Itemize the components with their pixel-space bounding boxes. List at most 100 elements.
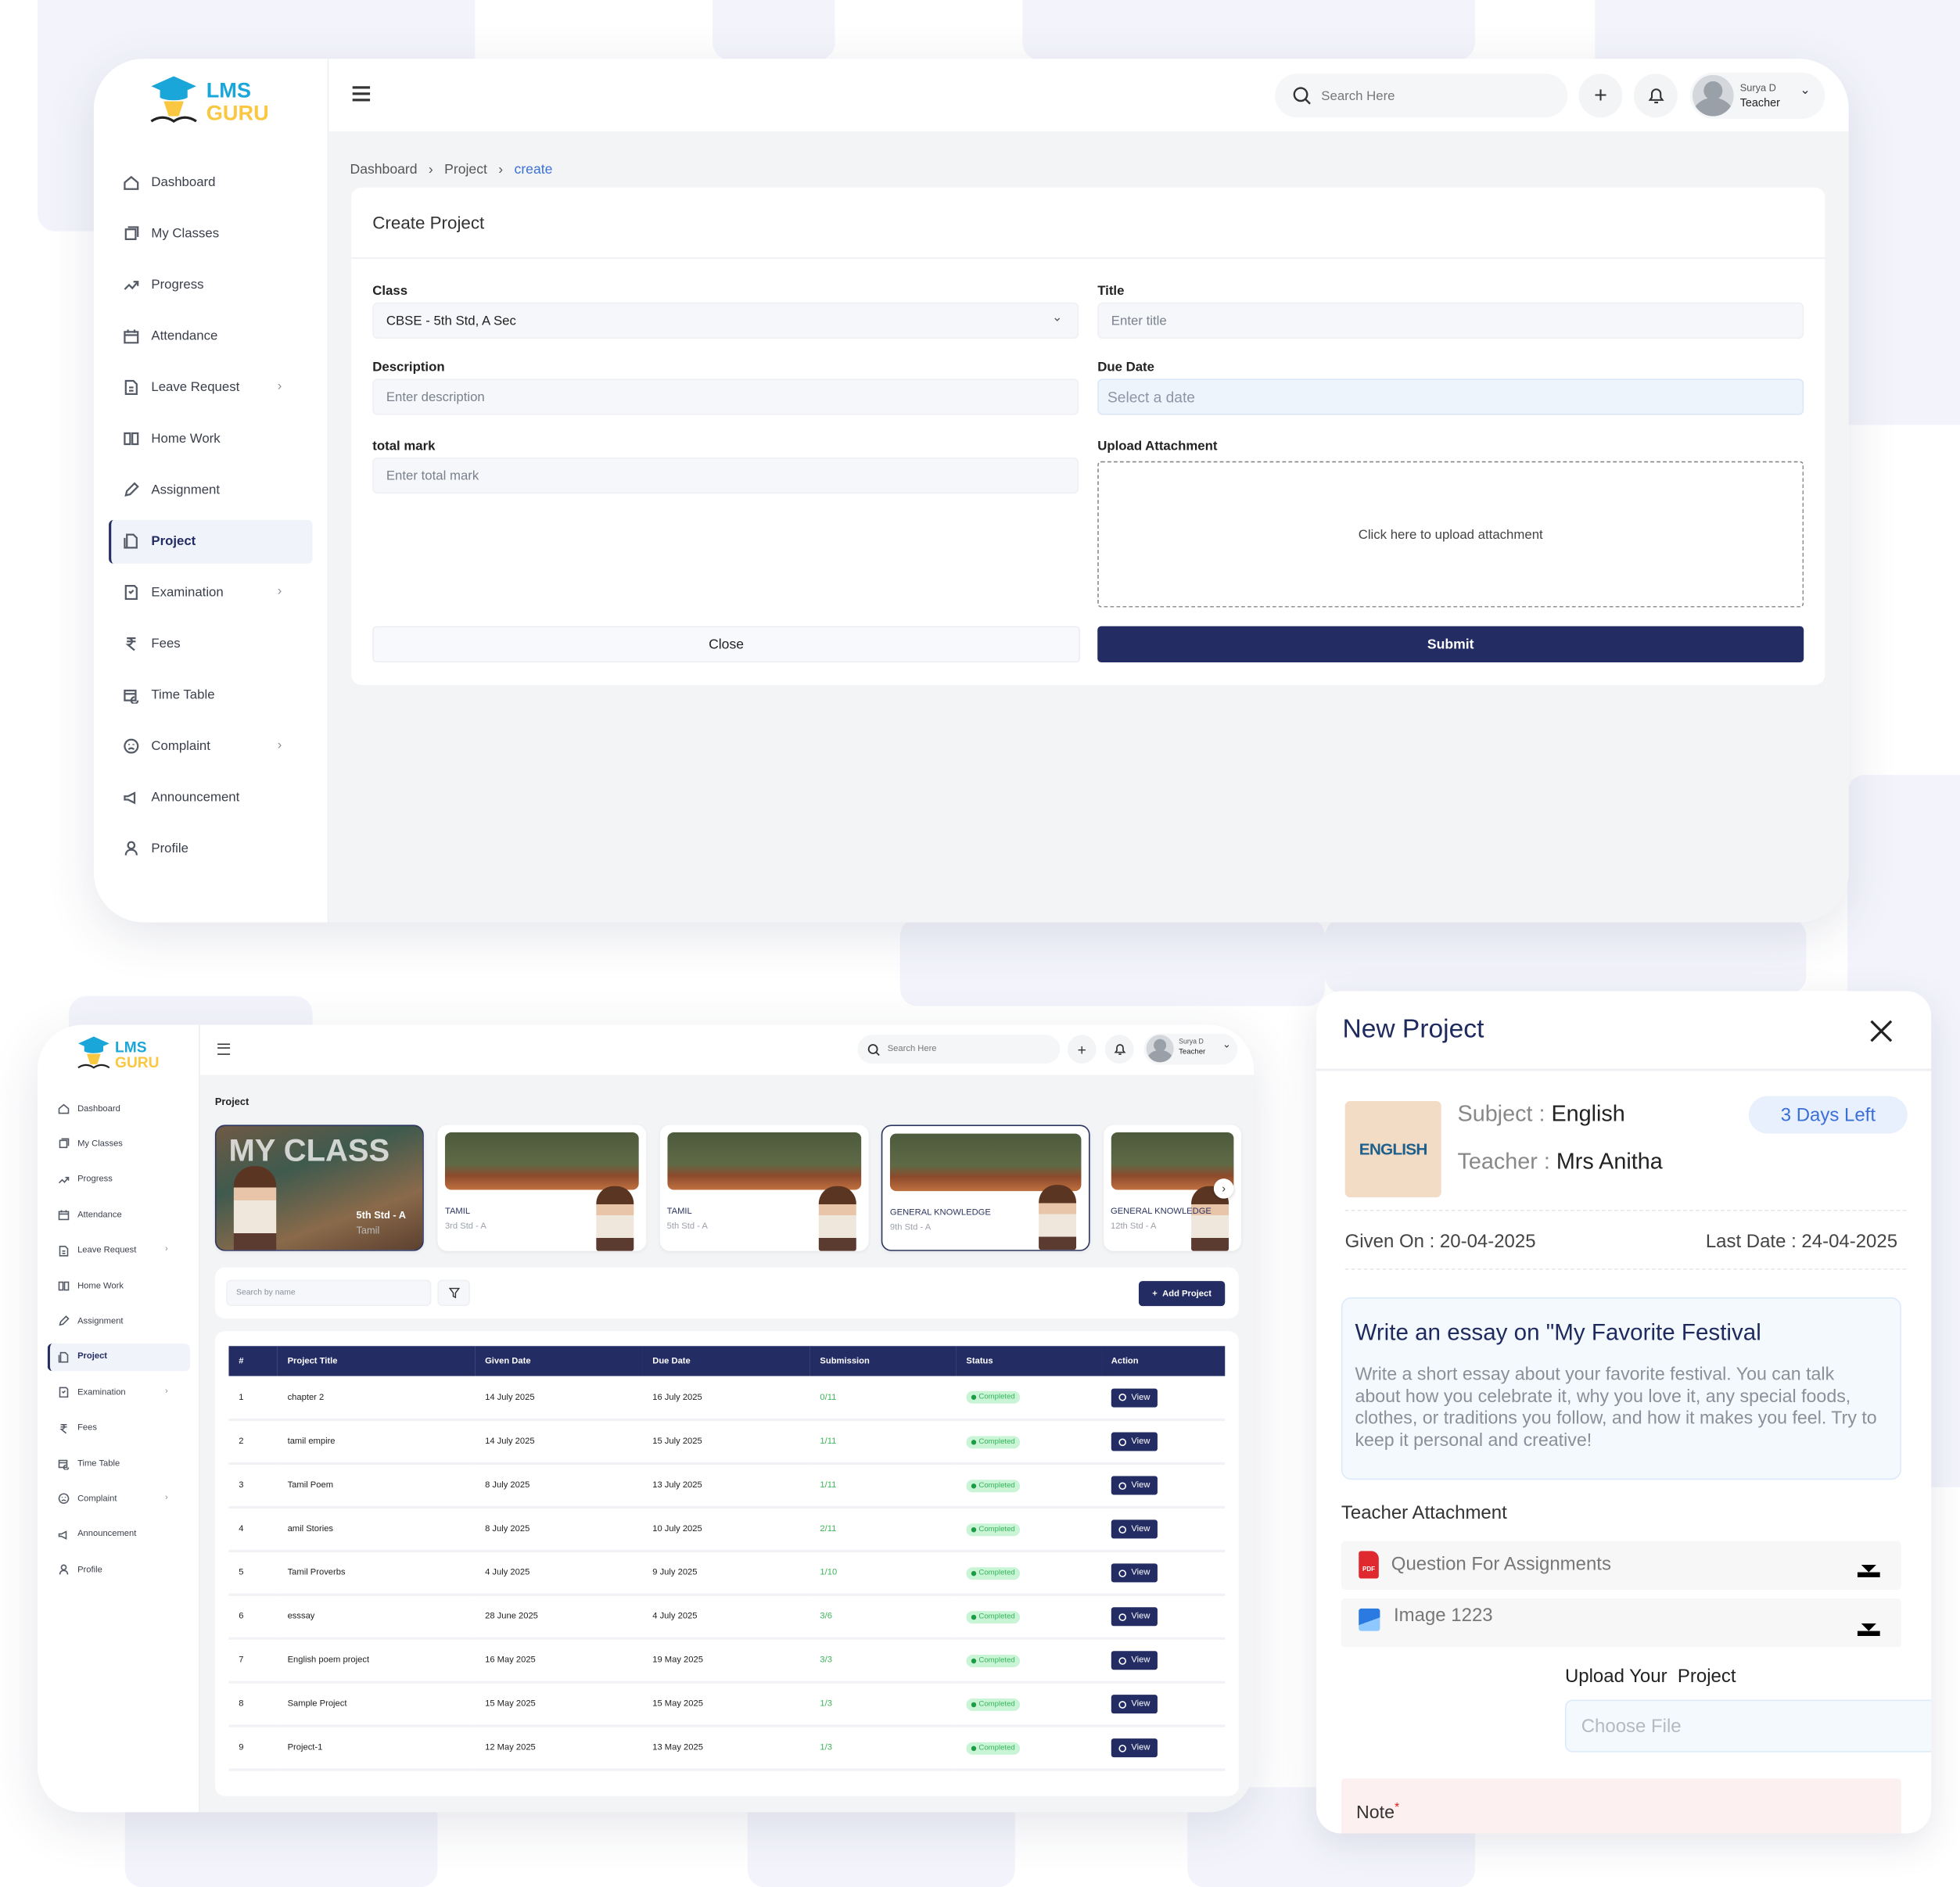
sidebar-item-profile[interactable]: Profile [48, 1556, 190, 1584]
row-number: 3 [239, 1480, 244, 1491]
status: Completed [957, 1507, 1101, 1551]
row-number: 6 [239, 1612, 244, 1621]
view-button[interactable]: View [1111, 1607, 1158, 1627]
breadcrumb-project[interactable]: Project [444, 162, 487, 178]
view-button[interactable]: View [1111, 1738, 1158, 1758]
class-select[interactable]: CBSE - 5th Std, A Sec ⌄ [372, 302, 1079, 339]
project-title: esssay [287, 1612, 315, 1621]
total-mark-input[interactable]: Enter total mark [372, 457, 1079, 494]
close-icon[interactable] [1868, 1019, 1894, 1044]
sidebar-item-fees[interactable]: Fees [109, 622, 313, 665]
sidebar-item-time-table[interactable]: Time Table [48, 1450, 190, 1477]
download-icon[interactable] [1855, 1550, 1883, 1580]
sidebar-item-examination[interactable]: Examination › [48, 1379, 190, 1406]
view-button[interactable]: View [1111, 1432, 1158, 1451]
row-number: 5 [239, 1568, 244, 1577]
due-date: 13 July 2025 [652, 1480, 702, 1491]
sidebar-item-label: Attendance [151, 328, 218, 344]
close-button[interactable]: Close [372, 626, 1080, 663]
sidebar-item-time-table[interactable]: Time Table [109, 673, 313, 717]
task-description: Write a short essay about your favorite … [1355, 1365, 1877, 1451]
hamburger-menu-icon[interactable] [352, 86, 371, 102]
note-label: Note [1356, 1803, 1395, 1824]
class-card[interactable]: TAMIL 3rd Std - A [437, 1125, 647, 1251]
view-button[interactable]: View [1111, 1387, 1158, 1407]
search-input[interactable]: Search Here [1275, 74, 1568, 118]
class-card[interactable]: TAMIL 5th Std - A [659, 1125, 868, 1251]
view-button[interactable]: View [1111, 1695, 1158, 1714]
sidebar-item-dashboard[interactable]: Dashboard [109, 160, 313, 204]
panel-title: New Project [1342, 1014, 1484, 1044]
status-badge: Completed [966, 1610, 1021, 1623]
sidebar-item-my-classes[interactable]: My Classes [48, 1130, 190, 1157]
sidebar-item-announcement[interactable]: Announcement [109, 776, 313, 820]
filter-button[interactable] [437, 1279, 470, 1307]
sidebar-item-assignment[interactable]: Assignment [109, 468, 313, 512]
due-date-input[interactable]: Select a date [1097, 378, 1804, 415]
description-label: Description [372, 360, 445, 375]
upload-project-label: Upload Your Project [1564, 1666, 1736, 1688]
class-card-class: 12th Std - A [1111, 1222, 1157, 1232]
project-title: Tamil Proverbs [287, 1568, 346, 1577]
view-button[interactable]: View [1111, 1476, 1158, 1495]
sidebar-item-home-work[interactable]: Home Work [48, 1272, 190, 1300]
sidebar-item-leave-request[interactable]: Leave Request › [109, 365, 313, 409]
download-icon[interactable] [1855, 1609, 1883, 1638]
breadcrumb-dashboard[interactable]: Dashboard [350, 162, 418, 178]
search-placeholder: Search Here [887, 1045, 937, 1054]
sidebar-item-home-work[interactable]: Home Work [109, 417, 313, 461]
sidebar-item-complaint[interactable]: Complaint › [48, 1485, 190, 1512]
attachment-row[interactable]: Image 1223 [1341, 1598, 1901, 1648]
next-arrow-button[interactable]: › [1213, 1178, 1234, 1199]
sidebar-item-project[interactable]: Project [109, 519, 313, 563]
sidebar-item-my-classes[interactable]: My Classes [109, 212, 313, 256]
description-input[interactable]: Enter description [372, 378, 1079, 415]
sidebar-item-fees[interactable]: Fees [48, 1415, 190, 1442]
complaint-icon [124, 738, 139, 754]
upload-dropzone[interactable]: Click here to upload attachment [1097, 461, 1804, 608]
featured-class-card[interactable]: MY CLASS 5th Std - A Tamil [214, 1125, 424, 1251]
sidebar-item-label: Examination [77, 1388, 126, 1397]
notification-bell-icon[interactable] [1633, 74, 1678, 118]
search-by-name-input[interactable]: Search by name [226, 1279, 432, 1307]
class-card-image [889, 1133, 1082, 1192]
title-input[interactable]: Enter title [1097, 302, 1804, 339]
sidebar-item-dashboard[interactable]: Dashboard [48, 1095, 190, 1122]
logo-text-guru: GURU [206, 101, 269, 125]
add-project-button[interactable]: + Add Project [1138, 1281, 1226, 1307]
sidebar-item-project[interactable]: Project [47, 1343, 190, 1371]
view-button[interactable]: View [1111, 1519, 1158, 1539]
sidebar-item-attendance[interactable]: Attendance [48, 1201, 190, 1229]
add-button[interactable]: + [1067, 1035, 1097, 1064]
sidebar-item-assignment[interactable]: Assignment [48, 1308, 190, 1335]
class-card[interactable]: GENERAL KNOWLEDGE 9th Std - A [881, 1125, 1090, 1251]
sidebar-item-attendance[interactable]: Attendance [109, 314, 313, 358]
submit-button[interactable]: Submit [1097, 626, 1804, 663]
class-card-class: 9th Std - A [889, 1223, 932, 1232]
user-icon [124, 841, 138, 856]
sidebar-item-profile[interactable]: Profile [109, 827, 313, 870]
add-button[interactable]: + [1578, 74, 1623, 118]
user-menu[interactable]: Surya D Teacher ⌄ [1143, 1033, 1238, 1065]
attachment-row[interactable]: PDF Question For Assignments [1341, 1541, 1901, 1590]
view-button[interactable]: View [1111, 1651, 1158, 1670]
sidebar-item-complaint[interactable]: Complaint › [109, 724, 313, 768]
search-input[interactable]: Search Here [857, 1035, 1061, 1064]
chevron-down-icon: ⌄ [1052, 310, 1063, 325]
sidebar-item-announcement[interactable]: Announcement [48, 1521, 190, 1548]
sidebar-item-leave-request[interactable]: Leave Request › [48, 1237, 190, 1265]
view-button[interactable]: View [1111, 1563, 1158, 1583]
notification-bell-icon[interactable] [1104, 1035, 1134, 1064]
hamburger-menu-icon[interactable] [217, 1043, 231, 1055]
sidebar-item-progress[interactable]: Progress [109, 263, 313, 307]
class-card-image [444, 1132, 639, 1190]
task-box: Write an essay on "My Favorite Festival … [1341, 1297, 1901, 1480]
row-number: 9 [239, 1743, 244, 1752]
sidebar-item-progress[interactable]: Progress [48, 1166, 190, 1193]
breadcrumb-separator: › [428, 162, 433, 178]
sidebar-item-examination[interactable]: Examination › [109, 571, 313, 615]
user-menu[interactable]: Surya D Teacher ⌄ [1689, 72, 1825, 119]
sidebar-item-label: Project [77, 1352, 108, 1361]
status-badge: Completed [966, 1698, 1021, 1711]
choose-file-input[interactable]: Choose File [1564, 1699, 1932, 1752]
